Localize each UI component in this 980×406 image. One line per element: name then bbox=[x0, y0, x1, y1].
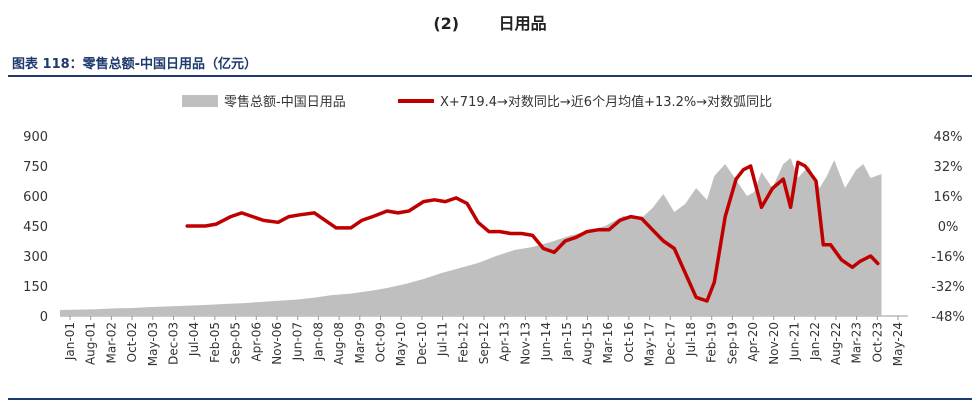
x-tick-label: Aug-08 bbox=[332, 322, 346, 365]
x-tick-label: Oct-16 bbox=[622, 322, 636, 362]
x-tick-label: Oct-02 bbox=[125, 322, 139, 362]
y-right-tick-label: -48% bbox=[931, 310, 965, 325]
x-tick-label: Oct-23 bbox=[870, 322, 884, 362]
x-tick-label: Oct-09 bbox=[374, 322, 388, 362]
x-tick-label: Aug-15 bbox=[581, 322, 595, 365]
section-number: (2) bbox=[433, 14, 460, 33]
y-left-tick-label: 450 bbox=[23, 220, 48, 235]
y-right-tick-label: -32% bbox=[931, 280, 965, 295]
line-series bbox=[185, 160, 880, 303]
area-series-path bbox=[60, 158, 882, 316]
x-tick-label: Nov-06 bbox=[270, 322, 284, 365]
x-tick-label: Aug-22 bbox=[829, 322, 843, 365]
x-tick-label: Apr-20 bbox=[746, 322, 760, 362]
axes: 0 150 300 450 600 750 900 -48% -32% -16% 0% 16% 32% 4… bbox=[23, 130, 965, 366]
figure-title: 图表 118：零售总额-中国日用品（亿元） bbox=[12, 57, 258, 72]
x-tick-label: Aug-01 bbox=[84, 322, 98, 365]
top-rule bbox=[8, 75, 972, 77]
y-left-tick-label: 900 bbox=[23, 130, 48, 145]
bottom-rule bbox=[8, 398, 972, 400]
x-tick-label: Jul-11 bbox=[436, 322, 450, 357]
x-tick-label: Nov-13 bbox=[518, 322, 532, 365]
x-tick-label: Mar-23 bbox=[850, 322, 864, 363]
x-tick-label: Feb-05 bbox=[208, 322, 222, 363]
x-tick-label: Jul-04 bbox=[187, 322, 201, 357]
x-tick-label: Apr-13 bbox=[498, 322, 512, 362]
x-tick-label: Jun-07 bbox=[291, 322, 305, 361]
x-tick-label: May-17 bbox=[643, 322, 657, 366]
x-tick-label: Feb-12 bbox=[456, 322, 470, 363]
x-tick-label: Sep-05 bbox=[229, 322, 243, 364]
x-tick-label: Sep-19 bbox=[725, 322, 739, 364]
x-tick-label: Sep-12 bbox=[477, 322, 491, 364]
x-tick-label: Jun-14 bbox=[539, 322, 553, 361]
area-series bbox=[60, 158, 882, 316]
x-tick-label: May-03 bbox=[146, 322, 160, 366]
y-left-tick-label: 750 bbox=[23, 160, 48, 175]
x-tick-label: Jul-18 bbox=[684, 322, 698, 357]
y-right-tick-label: 48% bbox=[934, 130, 963, 145]
legend-label-line: X+719.4→对数同比→近6个月均值+13.2%→对数弧同比 bbox=[440, 94, 772, 110]
legend-label-area: 零售总额-中国日用品 bbox=[224, 94, 346, 110]
y-left-tick-label: 0 bbox=[40, 310, 48, 325]
legend-swatch-area bbox=[182, 95, 218, 107]
y-right-tick-label: 0% bbox=[938, 220, 959, 235]
x-tick-label: Jun-21 bbox=[788, 322, 802, 361]
x-tick-label: Jan-01 bbox=[63, 322, 77, 361]
x-tick-label: Dec-17 bbox=[663, 322, 677, 365]
x-tick-label: Mar-02 bbox=[104, 322, 118, 363]
line-series-path bbox=[185, 160, 880, 303]
y-left-tick-label: 300 bbox=[23, 250, 48, 265]
x-tick-label: Jan-08 bbox=[311, 322, 325, 361]
x-tick-label: Jan-15 bbox=[560, 322, 574, 361]
y-right-tick-label: 32% bbox=[934, 160, 963, 175]
section-title: 日用品 bbox=[498, 14, 547, 33]
y-left-tick-label: 600 bbox=[23, 190, 48, 205]
y-right-tick-label: -16% bbox=[931, 250, 965, 265]
x-tick-label: Dec-10 bbox=[415, 322, 429, 365]
x-tick-label: Feb-19 bbox=[705, 322, 719, 363]
y-left-tick-label: 150 bbox=[23, 280, 48, 295]
y-right-tick-label: 16% bbox=[934, 190, 963, 205]
x-tick-label: Jan-22 bbox=[808, 322, 822, 361]
x-tick-label: Dec-03 bbox=[167, 322, 181, 365]
x-tick-label: May-24 bbox=[891, 322, 905, 366]
x-tick-label: Mar-16 bbox=[601, 322, 615, 363]
section-heading: (2) 日用品 bbox=[0, 10, 980, 34]
x-tick-label: Nov-20 bbox=[767, 322, 781, 365]
legend: 零售总额-中国日用品 X+719.4→对数同比→近6个月均值+13.2%→对数弧… bbox=[182, 94, 772, 110]
x-tick-label: May-10 bbox=[394, 322, 408, 366]
x-tick-label: Mar-09 bbox=[353, 322, 367, 363]
x-tick-label: Apr-06 bbox=[249, 322, 263, 362]
